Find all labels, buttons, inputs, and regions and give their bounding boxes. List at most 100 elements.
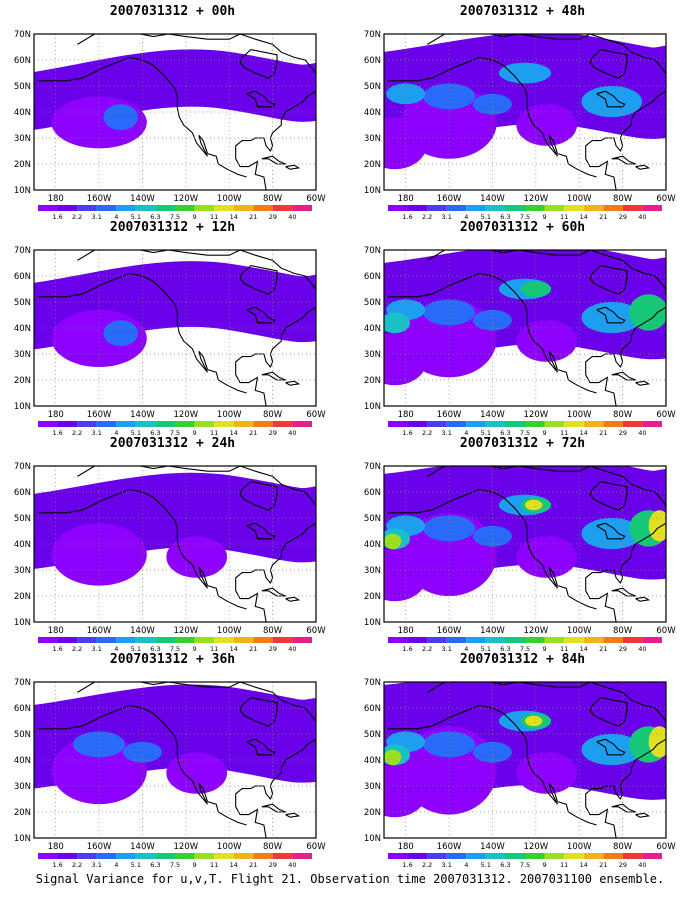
legend-swatch (272, 637, 293, 643)
lat-tick-label: 30N (14, 350, 31, 360)
map-frame (383, 465, 667, 623)
variance-area (516, 104, 578, 146)
legend-label: 9 (543, 645, 547, 653)
lat-tick-label: 10N (14, 834, 31, 844)
legend-swatch (525, 637, 545, 643)
lon-tick-label: 160W (437, 194, 462, 204)
legend-label: 5.1 (131, 429, 141, 437)
variance-area (384, 549, 428, 602)
variance-core (648, 510, 666, 542)
legend-label: 1.6 (52, 861, 62, 869)
legend-swatch (96, 205, 117, 211)
lon-tick-label: 120W (524, 194, 549, 204)
lat-tick-label: 60N (14, 488, 31, 498)
lat-tick-label: 30N (14, 566, 31, 576)
legend-swatch (466, 421, 486, 427)
panel-title: 2007031312 + 12h (109, 220, 236, 235)
variance-core (423, 731, 476, 758)
lat-tick-label: 70N (364, 462, 381, 472)
legend-label: 11 (210, 861, 218, 869)
legend-label: 1.6 (402, 213, 412, 221)
legend-swatch (564, 205, 584, 211)
legend-label: 14 (580, 861, 588, 869)
legend-label: 1.6 (52, 429, 62, 437)
lat-tick-label: 60N (364, 704, 381, 714)
legend-swatch (233, 205, 254, 211)
coastline (427, 682, 666, 838)
legend-label: 1.6 (52, 645, 62, 653)
lat-tick-label: 20N (364, 160, 381, 170)
legend-label: 11 (560, 645, 568, 653)
variance-map: 10N 20N 30N 40N 50N 60N 70N 180 160W 140W 120W 100W… (364, 246, 676, 437)
legend-label: 5.1 (131, 645, 141, 653)
variance-area (384, 333, 428, 386)
variance-field (34, 250, 316, 406)
lat-tick-label: 60N (14, 272, 31, 282)
variance-core (122, 741, 162, 763)
figure-caption: Signal Variance for u,v,T. Flight 21. Ob… (35, 872, 665, 886)
variance-core (525, 715, 543, 727)
legend-label: 21 (599, 645, 607, 653)
legend-swatch (38, 853, 58, 859)
legend-label: 4 (464, 213, 468, 221)
legend-swatch (292, 205, 312, 211)
legend-label: 3.1 (92, 861, 102, 869)
panel-title: 2007031312 + 00h (109, 4, 236, 19)
lon-tick-label: 120W (524, 842, 549, 852)
variance-core (498, 62, 552, 84)
lon-tick-label: 180 (48, 194, 64, 204)
legend-swatch (622, 205, 643, 211)
legend-label: 21 (599, 213, 607, 221)
lon-tick-label: 140W (130, 194, 155, 204)
legend-label: 2.2 (422, 429, 432, 437)
legend-swatch (583, 205, 604, 211)
lon-tick-label: 180 (398, 626, 414, 636)
legend-swatch (155, 853, 175, 859)
legend-label: 2.2 (72, 213, 82, 221)
legend-label: 40 (288, 861, 296, 869)
coastline (589, 697, 628, 727)
lat-tick-label: 30N (364, 134, 381, 144)
legend-swatch (233, 637, 254, 643)
lon-tick-label: 140W (480, 194, 505, 204)
lat-tick-label: 10N (364, 402, 381, 412)
variance-core (384, 533, 402, 550)
legend-label: 21 (249, 213, 257, 221)
lat-tick-label: 30N (14, 134, 31, 144)
legend-swatch (135, 421, 156, 427)
legend-swatch (38, 421, 58, 427)
legend-swatch (233, 853, 254, 859)
legend-swatch (175, 637, 195, 643)
lat-tick-label: 20N (14, 592, 31, 602)
variance-core (648, 726, 666, 758)
coastline (239, 265, 278, 295)
variance-core (581, 302, 643, 334)
variance-core (103, 320, 139, 347)
legend-swatch (427, 637, 447, 643)
variance-band (34, 49, 316, 130)
variance-core (423, 83, 476, 110)
lon-tick-label: 180 (48, 842, 64, 852)
legend-swatch (272, 205, 293, 211)
coastline (589, 481, 628, 511)
lat-tick-label: 40N (14, 324, 31, 334)
map-panel: 2007031312 + 84h 10N 20N 30N 40N 50N 60N 70N 180… (350, 652, 695, 870)
legend-swatch (485, 853, 506, 859)
coastline (285, 164, 301, 170)
map-frame (33, 681, 317, 839)
legend-label: 4 (114, 429, 118, 437)
legend-label: 29 (269, 213, 277, 221)
legend-swatch (564, 421, 584, 427)
legend-label: 7.5 (520, 429, 530, 437)
legend-swatch (544, 637, 565, 643)
lon-tick-label: 80W (263, 842, 283, 852)
lon-tick-label: 160W (87, 194, 112, 204)
legend-swatch (466, 205, 486, 211)
legend-label: 7.5 (170, 645, 180, 653)
variance-map: 10N 20N 30N 40N 50N 60N 70N 180 160W 140W 120W 100W… (14, 678, 326, 869)
lat-tick-label: 20N (14, 160, 31, 170)
lon-tick-label: 60W (306, 842, 326, 852)
lat-tick-label: 20N (364, 592, 381, 602)
legend-swatch (622, 421, 643, 427)
coastline (239, 697, 278, 727)
